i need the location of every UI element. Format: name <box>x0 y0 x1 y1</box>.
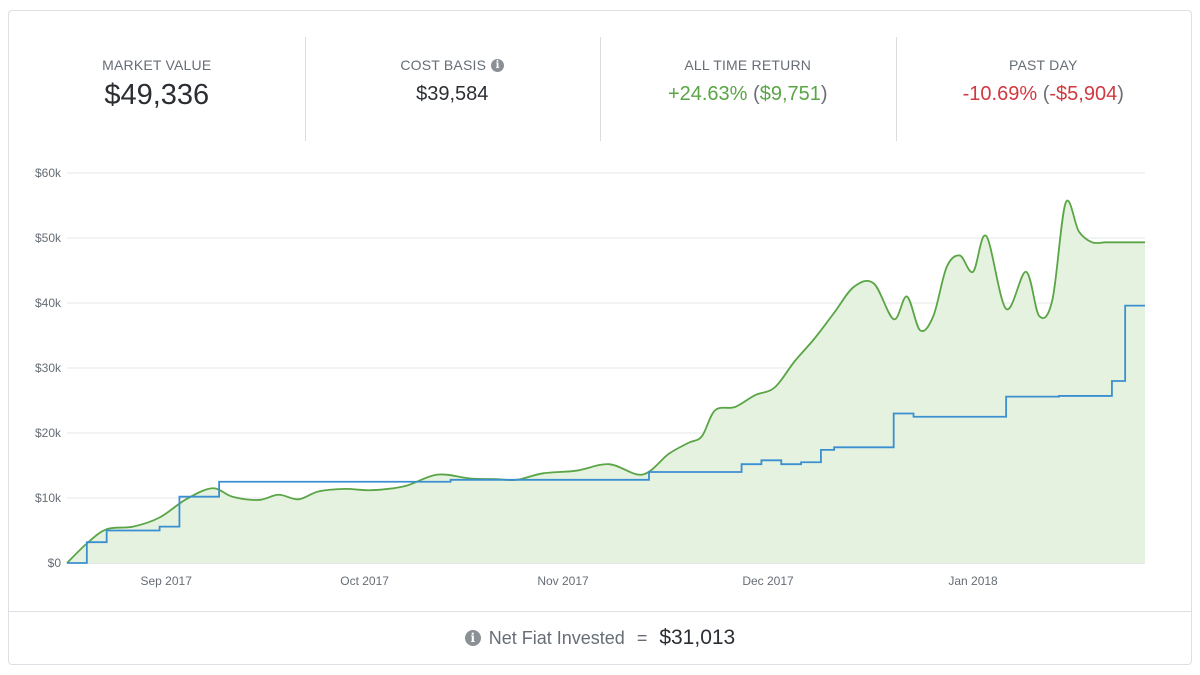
x-tick-label: Dec 2017 <box>742 574 794 588</box>
stat-value: $49,336 <box>104 79 210 111</box>
net-fiat-label: Net Fiat Invested <box>488 627 625 648</box>
y-tick-label: $30k <box>35 361 62 375</box>
portfolio-chart[interactable]: $0 $10k $20k $30k $40k $50k $60k Sep 2017 Oct 20… <box>9 11 1193 611</box>
x-tick-label: Sep 2017 <box>141 574 193 588</box>
stat-cost-basis: COST BASIS i $39,584 <box>304 11 601 141</box>
return-amount: $9,751 <box>759 83 821 105</box>
y-tick-label: $40k <box>35 296 62 310</box>
stat-value: $39,584 <box>416 83 489 105</box>
past-day-percent: -10.69% <box>962 83 1038 105</box>
stat-label: COST BASIS <box>400 57 487 73</box>
stat-market-value: MARKET VALUE $49,336 <box>9 11 305 141</box>
past-day-amount: -$5,904 <box>1049 83 1118 105</box>
equals-sign: = <box>636 627 648 648</box>
net-fiat-footer: i Net Fiat Invested = $31,013 <box>9 611 1191 664</box>
return-percent: +24.63% <box>667 83 748 105</box>
stat-label: PAST DAY <box>1008 57 1078 73</box>
cost-basis-line <box>67 304 1145 564</box>
paren-open: ( <box>1042 83 1050 105</box>
market-value-area <box>67 200 1145 563</box>
stat-all-time-return: ALL TIME RETURN +24.63% ($9,751) <box>600 11 896 141</box>
stat-label: ALL TIME RETURN <box>684 57 812 73</box>
x-tick-label: Nov 2017 <box>537 574 589 588</box>
stats-row: MARKET VALUE $49,336 COST BASIS i $39,58… <box>9 11 1191 141</box>
y-tick-label: $50k <box>35 231 62 245</box>
paren-open: ( <box>753 83 760 105</box>
info-icon[interactable]: i <box>464 630 481 646</box>
net-fiat-value: $31,013 <box>659 626 736 649</box>
y-tick-label: $20k <box>35 426 62 440</box>
y-tick-label: $10k <box>35 491 62 505</box>
info-icon[interactable]: i <box>491 58 505 72</box>
paren-close: ) <box>1117 83 1124 105</box>
paren-close: ) <box>820 83 828 105</box>
y-tick-label: $0 <box>48 556 62 570</box>
stat-past-day: PAST DAY -10.69% (-$5,904) <box>895 11 1192 141</box>
x-tick-label: Oct 2017 <box>340 574 389 588</box>
portfolio-card: MARKET VALUE $49,336 COST BASIS i $39,58… <box>8 10 1192 665</box>
y-tick-label: $60k <box>35 166 62 180</box>
market-value-line <box>66 199 1145 564</box>
stat-label: MARKET VALUE <box>102 57 212 73</box>
x-tick-label: Jan 2018 <box>948 574 998 588</box>
